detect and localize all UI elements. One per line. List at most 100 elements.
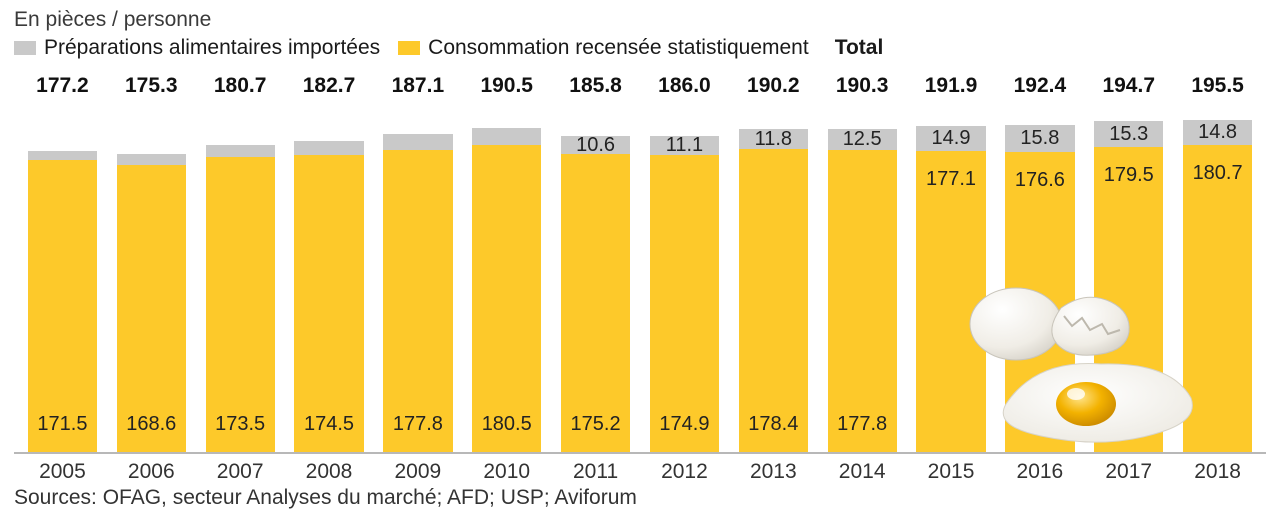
legend-swatch-yellow [398,41,420,55]
bar-segment-yellow: 180.7 [1183,145,1252,452]
legend: Préparations alimentaires importées Cons… [14,36,1266,60]
bar-value-yellow: 173.5 [215,414,265,434]
bar-segment-yellow: 168.6 [117,165,186,452]
x-tick-label: 2017 [1084,460,1173,484]
total-label: 194.7 [1084,74,1173,98]
total-label: 190.2 [729,74,818,98]
x-axis: 2005200620072008200920102011201220132014… [14,454,1266,484]
total-label: 190.5 [462,74,551,98]
bar-segment-yellow: 171.5 [28,160,97,452]
total-label: 177.2 [18,74,107,98]
legend-label-grey: Préparations alimentaires importées [44,36,380,60]
bar-value-grey: 12.5 [843,129,882,149]
x-tick-label: 2006 [107,460,196,484]
bar-segment-yellow: 179.5 [1094,147,1163,452]
total-label: 180.7 [196,74,285,98]
legend-item-yellow: Consommation recensée statistiquement [398,36,809,60]
bar-segment-grey: 11.8 [739,129,808,149]
x-tick-label: 2014 [818,460,907,484]
bar-value-yellow: 180.7 [1193,163,1243,183]
x-tick-label: 2007 [196,460,285,484]
bar-column: 190.2 11.8 178.4 [729,74,818,452]
stacked-bar-chart: 177.25.7171.5175.36.8168.6180.77.2173.51… [14,74,1266,454]
bar-value-yellow: 168.6 [126,414,176,434]
bar-segment-grey: 10.6 [561,136,630,154]
bar-column: 187.19.3177.8 [373,74,462,452]
bar-value-yellow: 174.5 [304,414,354,434]
bar-segment-yellow: 174.9 [650,155,719,452]
bar-segment-yellow: 173.5 [206,157,275,452]
bar-value-grey: 15.8 [1020,128,1059,148]
bar-stack: 10.0 180.5 [472,74,541,452]
bar-value-yellow: 174.9 [659,414,709,434]
chart-subtitle: En pièces / personne [14,8,1266,32]
bar-segment-yellow: 178.4 [739,149,808,452]
bar-column: 195.514.8180.7 [1173,74,1262,452]
bar-column: 192.4 15.8 176.6 [995,74,1084,452]
x-tick-label: 2008 [285,460,374,484]
bar-segment-grey: 6.8 [117,154,186,166]
bar-segment-grey: 14.9 [916,126,985,151]
bar-segment-yellow: 177.1 [916,151,985,452]
bar-stack: 11.8 178.4 [739,74,808,452]
bar-value-yellow: 177.8 [837,414,887,434]
source-line: Sources: OFAG, secteur Analyses du march… [14,486,1266,510]
bar-segment-grey: 5.7 [28,151,97,161]
bar-column: 194.7 15.3 179.5 [1084,74,1173,452]
bar-column: 177.2 5.7 171.5 [18,74,107,452]
total-label: 187.1 [373,74,462,98]
bar-segment-grey: 10.0 [472,128,541,145]
x-tick-label: 2010 [462,460,551,484]
x-tick-label: 2015 [907,460,996,484]
bar-segment-grey: 12.5 [828,129,897,150]
bar-column: 190.5 10.0 180.5 [462,74,551,452]
bar-stack: 15.3 179.5 [1094,74,1163,452]
bar-stack: 9.3177.8 [383,74,452,452]
bar-stack: 11.1174.9 [650,74,719,452]
x-tick-label: 2011 [551,460,640,484]
legend-label-total: Total [835,36,884,60]
bar-segment-grey: 8.2 [294,141,363,155]
total-label: 182.7 [285,74,374,98]
bar-segment-grey: 14.8 [1183,120,1252,145]
x-tick-label: 2016 [995,460,1084,484]
total-label: 175.3 [107,74,196,98]
bar-column: 180.7 7.2 173.5 [196,74,285,452]
legend-swatch-grey [14,41,36,55]
bar-value-yellow: 179.5 [1104,165,1154,185]
x-tick-label: 2005 [18,460,107,484]
bar-value-yellow: 177.1 [926,169,976,189]
bar-segment-yellow: 174.5 [294,155,363,452]
bar-column: 175.3 6.8 168.6 [107,74,196,452]
x-tick-label: 2009 [373,460,462,484]
bar-value-yellow: 175.2 [571,414,621,434]
bar-value-yellow: 176.6 [1015,170,1065,190]
total-label: 190.3 [818,74,907,98]
bar-segment-yellow: 180.5 [472,145,541,452]
legend-item-grey: Préparations alimentaires importées [14,36,380,60]
bar-value-grey: 14.8 [1198,122,1237,142]
bar-stack: 14.8 180.7 [1183,74,1252,452]
bar-stack: 7.2 173.5 [206,74,275,452]
bar-segment-grey: 7.2 [206,145,275,157]
bar-value-grey: 14.9 [932,128,971,148]
x-tick-label: 2013 [729,460,818,484]
bar-column: 182.7 8.2 174.5 [285,74,374,452]
bar-segment-yellow: 177.8 [383,150,452,452]
bar-value-yellow: 180.5 [482,414,532,434]
bar-stack: 15.8 176.6 [1005,74,1074,452]
legend-label-yellow: Consommation recensée statistiquement [428,36,809,60]
bar-value-yellow: 178.4 [748,414,798,434]
bar-stack: 12.5 177.8 [828,74,897,452]
bar-stack: 5.7 171.5 [28,74,97,452]
bar-segment-grey: 15.3 [1094,121,1163,147]
total-label: 192.4 [995,74,1084,98]
total-label: 191.9 [907,74,996,98]
bar-column: 191.9 14.9 177.1 [907,74,996,452]
total-label: 186.0 [640,74,729,98]
bar-stack: 6.8 168.6 [117,74,186,452]
x-tick-label: 2012 [640,460,729,484]
bar-value-grey: 15.3 [1109,124,1148,144]
bar-value-yellow: 171.5 [37,414,87,434]
bar-segment-yellow: 177.8 [828,150,897,452]
